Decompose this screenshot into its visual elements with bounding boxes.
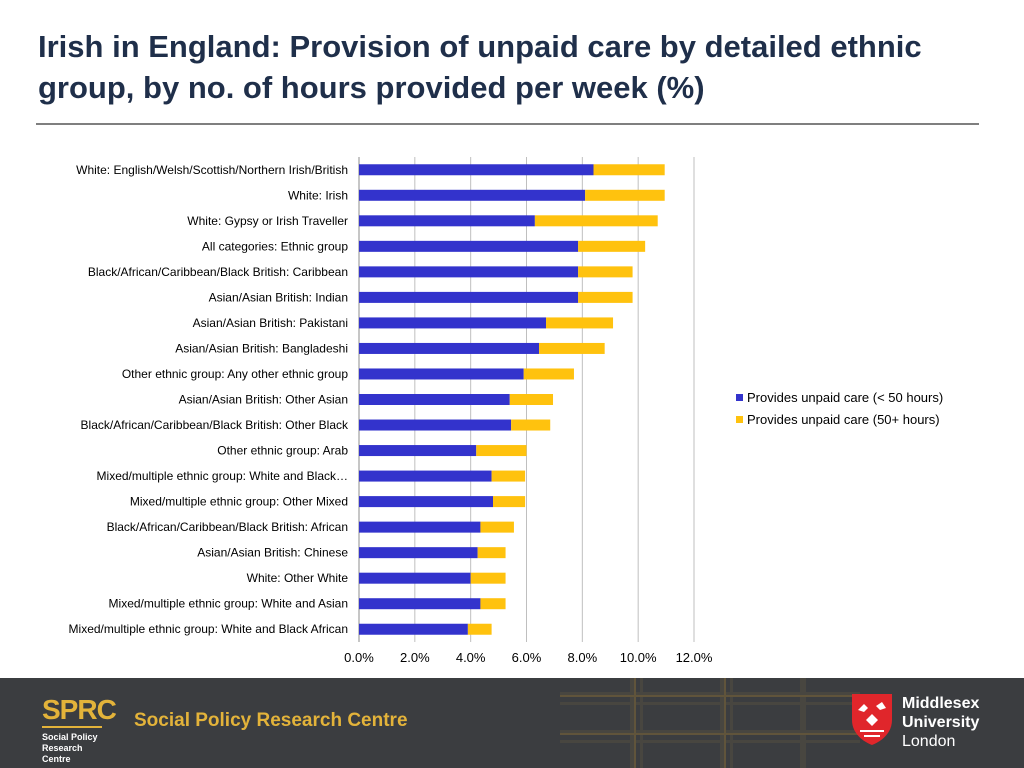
bar-series1-1 [585, 189, 665, 201]
x-tick-label-3: 6.0% [512, 650, 542, 665]
category-label-10: Black/African/Caribbean/Black British: O… [81, 418, 349, 432]
bar-series0-5 [359, 291, 579, 303]
bar-series1-4 [578, 266, 633, 278]
category-label-0: White: English/Welsh/Scottish/Northern I… [76, 163, 348, 177]
x-tick-label-5: 10.0% [620, 650, 657, 665]
university-line3: London [902, 733, 956, 750]
bar-series1-11 [476, 445, 527, 457]
bar-series0-14 [359, 521, 481, 533]
bar-series1-12 [491, 470, 526, 482]
legend-swatch-50-plus [736, 415, 743, 423]
category-label-5: Asian/Asian British: Indian [209, 290, 348, 304]
category-label-2: White: Gypsy or Irish Traveller [187, 214, 348, 228]
bar-series1-9 [509, 394, 554, 405]
university-name: Middlesex University London [902, 694, 979, 751]
university-line2: University [902, 714, 980, 731]
category-label-8: Other ethnic group: Any other ethnic gro… [122, 367, 348, 381]
sprc-name: Social Policy Research Centre [134, 710, 408, 731]
category-label-17: Mixed/multiple ethnic group: White and A… [109, 597, 348, 611]
stacked-bar-chart: 0.0% 2.0% 4.0% 6.0% 8.0% 10.0% 12.0% White: Eng… [69, 157, 713, 665]
sprc-sub-line2: Research Centre [42, 743, 83, 764]
category-label-12: Mixed/multiple ethnic group: White and B… [97, 469, 348, 483]
bar-series1-10 [511, 419, 551, 431]
category-label-11: Other ethnic group: Arab [217, 444, 348, 458]
legend-label-under-50: Provides unpaid care (< 50 hours) [747, 389, 944, 405]
footer-tartan-pattern [560, 678, 860, 768]
title-divider [36, 123, 979, 125]
bar-series0-1 [359, 189, 586, 201]
legend-item-50-plus: Provides unpaid care (50+ hours) [736, 408, 943, 430]
bar-series1-17 [480, 598, 506, 610]
bar-series0-6 [359, 317, 547, 329]
category-label-9: Asian/Asian British: Other Asian [179, 393, 348, 407]
middlesex-crest-icon [852, 694, 892, 745]
bar-series1-15 [477, 547, 506, 559]
bar-series1-5 [578, 291, 633, 303]
legend-swatch-under-50 [736, 393, 743, 401]
bar-series0-17 [359, 598, 481, 610]
bar-series0-9 [359, 394, 510, 405]
category-label-6: Asian/Asian British: Pakistani [193, 316, 348, 330]
x-tick-label-6: 12.0% [676, 650, 713, 665]
sprc-sub-line1: Social Policy [42, 732, 98, 742]
sprc-logo-subtitle: Social Policy Research Centre [42, 732, 112, 765]
bar-series1-0 [593, 164, 665, 176]
bar-series0-13 [359, 496, 493, 508]
bar-series0-12 [359, 470, 492, 482]
category-label-13: Mixed/multiple ethnic group: Other Mixed [130, 495, 348, 509]
chart-legend: Provides unpaid care (< 50 hours) Provid… [736, 386, 943, 430]
x-tick-label-2: 4.0% [456, 650, 486, 665]
bar-series1-13 [493, 496, 526, 508]
x-tick-label-0: 0.0% [344, 650, 374, 665]
bar-series0-16 [359, 572, 471, 584]
bar-series1-8 [523, 368, 574, 380]
university-line1: Middlesex [902, 695, 980, 712]
bar-series1-6 [546, 317, 614, 329]
legend-item-under-50: Provides unpaid care (< 50 hours) [736, 386, 943, 408]
sprc-logo-mark: SPRC [42, 694, 117, 725]
category-label-3: All categories: Ethnic group [202, 239, 348, 253]
category-label-18: Mixed/multiple ethnic group: White and B… [69, 622, 348, 636]
category-label-7: Asian/Asian British: Bangladeshi [175, 341, 348, 355]
sprc-logo-rule [42, 726, 102, 728]
x-tick-label-1: 2.0% [400, 650, 430, 665]
bar-series0-7 [359, 342, 540, 354]
category-label-15: Asian/Asian British: Chinese [197, 546, 348, 560]
bar-series0-4 [359, 266, 579, 278]
bar-series0-10 [359, 419, 512, 431]
bar-series0-8 [359, 368, 524, 380]
bar-series1-2 [534, 215, 658, 227]
category-label-14: Black/African/Caribbean/Black British: A… [107, 520, 348, 534]
bar-series1-14 [480, 521, 514, 533]
bar-series1-3 [578, 240, 646, 252]
sprc-logo: SPRC Social Policy Research Centre [42, 696, 122, 765]
category-label-16: White: Other White [247, 571, 349, 585]
bar-series0-15 [359, 547, 478, 559]
x-tick-label-4: 8.0% [568, 650, 598, 665]
bar-series1-7 [539, 342, 605, 354]
footer-bar: SPRC Social Policy Research Centre Socia… [0, 678, 1024, 768]
category-label-1: White: Irish [288, 188, 348, 202]
bar-series1-18 [467, 623, 492, 635]
category-label-4: Black/African/Caribbean/Black British: C… [88, 265, 348, 279]
legend-label-50-plus: Provides unpaid care (50+ hours) [747, 411, 940, 427]
bar-series1-16 [470, 572, 506, 584]
page-title: Irish in England: Provision of unpaid ca… [38, 29, 922, 105]
bar-series0-3 [359, 240, 579, 252]
bar-series0-11 [359, 445, 477, 457]
bar-series0-2 [359, 215, 535, 227]
bar-series0-18 [359, 623, 468, 635]
bar-series0-0 [359, 164, 594, 176]
